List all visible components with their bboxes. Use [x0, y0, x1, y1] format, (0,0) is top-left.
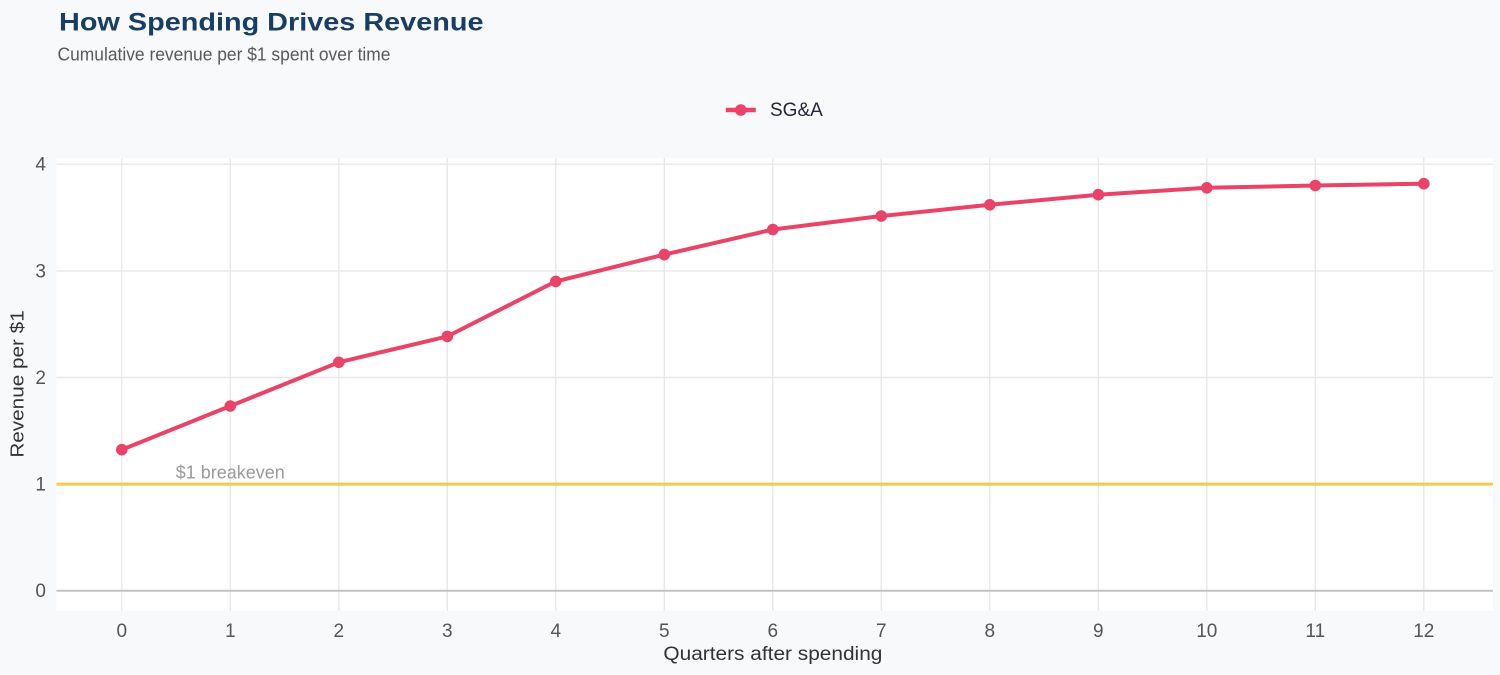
svg-text:12: 12: [1413, 621, 1434, 642]
svg-text:4: 4: [551, 621, 562, 642]
svg-text:8: 8: [985, 621, 996, 642]
svg-text:7: 7: [876, 621, 887, 642]
svg-text:10: 10: [1196, 621, 1217, 642]
svg-text:11: 11: [1305, 621, 1325, 642]
svg-text:5: 5: [659, 621, 670, 642]
svg-text:0: 0: [117, 621, 128, 642]
svg-text:3: 3: [35, 261, 46, 282]
svg-text:2: 2: [35, 368, 46, 389]
svg-text:How Spending Drives Revenue: How Spending Drives Revenue: [59, 9, 484, 37]
svg-text:6: 6: [768, 621, 779, 642]
svg-text:Cumulative revenue per $1 spen: Cumulative revenue per $1 spent over tim…: [58, 45, 391, 65]
svg-text:4: 4: [35, 155, 46, 176]
svg-text:0: 0: [35, 581, 46, 602]
svg-text:9: 9: [1093, 621, 1104, 642]
svg-text:1: 1: [35, 475, 46, 496]
svg-text:SG&A: SG&A: [770, 100, 823, 121]
svg-text:3: 3: [442, 621, 453, 642]
svg-text:$1 breakeven: $1 breakeven: [176, 463, 285, 483]
svg-text:Revenue per $1: Revenue per $1: [8, 310, 28, 457]
svg-text:2: 2: [334, 621, 345, 642]
svg-text:1: 1: [225, 621, 236, 642]
svg-text:Quarters after spending: Quarters after spending: [663, 644, 882, 665]
